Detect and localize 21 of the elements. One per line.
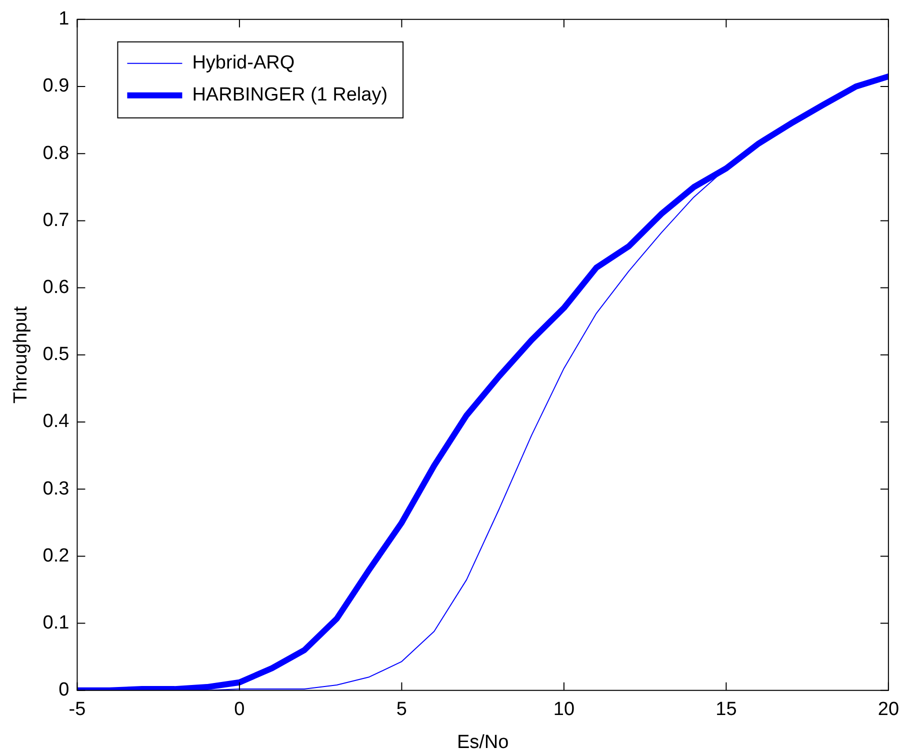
y-tick-label: 0.6 <box>42 277 70 298</box>
legend-label: HARBINGER (1 Relay) <box>192 84 388 106</box>
y-tick-label: 0.7 <box>42 210 70 231</box>
x-tick-label: -5 <box>68 699 86 720</box>
y-tick-label: 0.2 <box>42 545 70 566</box>
y-tick-label: 0.4 <box>42 411 70 432</box>
x-tick-label: 5 <box>396 699 407 720</box>
y-tick-label: 0.8 <box>42 142 70 164</box>
x-axis-title: Es/No <box>456 732 509 753</box>
y-tick-label: 0.3 <box>42 478 70 500</box>
y-tick-label: 0.9 <box>42 76 70 97</box>
y-tick-label: 0.5 <box>42 344 70 366</box>
y-axis-title: Throughput <box>10 306 32 404</box>
y-tick-label: 1 <box>58 8 70 30</box>
y-tick-label: 0.1 <box>42 612 70 634</box>
legend-label: Hybrid-ARQ <box>192 52 295 74</box>
y-tick-label: 0 <box>58 680 70 701</box>
x-tick-label: 15 <box>716 699 737 720</box>
x-tick-label: 10 <box>553 699 575 720</box>
x-tick-label: 0 <box>234 699 245 720</box>
x-tick-label: 20 <box>878 699 900 720</box>
